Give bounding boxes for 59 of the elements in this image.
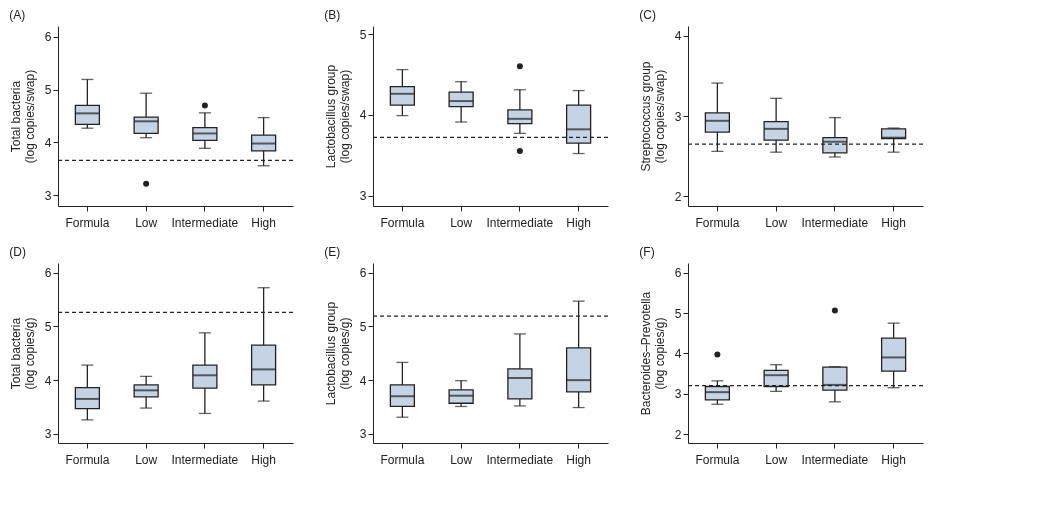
x-tick-label: High (881, 452, 906, 467)
y-tick-label: 3 (674, 109, 682, 124)
x-tick-label: High (881, 215, 906, 230)
y-tick-label: 2 (674, 189, 682, 204)
x-tick-label: Low (135, 452, 158, 467)
y-tick-label: 3 (44, 427, 52, 442)
y-tick-label: 5 (44, 319, 52, 334)
x-tick-label: Low (765, 215, 788, 230)
x-tick-label: Low (450, 452, 473, 467)
x-tick-label: Low (450, 215, 473, 230)
y-axis-title: Total bacteria (log copies/g) (8, 317, 37, 390)
y-tick-label: 4 (359, 108, 367, 123)
y-axis-title: Streptococcus group (log copies/swap) (638, 61, 667, 172)
x-tick-label: High (566, 452, 591, 467)
x-tick-label: High (566, 215, 591, 230)
x-tick-label: Formula (380, 452, 425, 467)
y-tick-label: 2 (674, 427, 682, 442)
x-tick-label: Intermediate (486, 215, 554, 230)
y-tick-label: 4 (674, 29, 682, 44)
x-tick-label: Formula (695, 452, 740, 467)
y-tick-label: 5 (674, 306, 682, 321)
x-tick-label: Intermediate (171, 452, 239, 467)
y-tick-label: 5 (359, 319, 367, 334)
x-tick-label: Low (135, 215, 158, 230)
y-axis-title: Bacteroides–Prevotella (log copies/g) (638, 291, 667, 416)
chart-title: (C) (639, 8, 656, 22)
y-tick-label: 6 (44, 266, 52, 281)
chart-title: (E) (324, 245, 341, 259)
chart-title: (A) (9, 8, 26, 22)
x-tick-label: Intermediate (801, 452, 869, 467)
chart-title: (D) (9, 245, 26, 259)
y-tick-label: 6 (359, 266, 367, 281)
chart-title: (B) (324, 8, 341, 22)
x-tick-label: Intermediate (486, 452, 554, 467)
y-tick-label: 5 (359, 27, 367, 42)
y-tick-label: 4 (359, 373, 367, 388)
y-tick-label: 6 (674, 266, 682, 281)
y-tick-label: 4 (674, 346, 682, 361)
y-tick-label: 6 (44, 30, 52, 45)
y-axis-title: Lactobacillus group (log copies/g) (323, 301, 352, 406)
x-tick-label: Formula (65, 452, 110, 467)
y-tick-label: 3 (359, 189, 367, 204)
x-tick-label: Intermediate (171, 215, 239, 230)
x-tick-label: Intermediate (801, 215, 869, 230)
x-tick-label: High (251, 215, 276, 230)
x-tick-label: Formula (380, 215, 425, 230)
x-tick-label: Low (765, 452, 788, 467)
y-tick-label: 3 (674, 387, 682, 402)
y-tick-label: 3 (359, 427, 367, 442)
chart-title: (F) (639, 245, 655, 259)
y-tick-label: 4 (44, 135, 52, 150)
y-tick-label: 3 (44, 188, 52, 203)
y-axis-title: Lactobacillus group (log copies/swap) (323, 64, 352, 169)
x-tick-label: Formula (65, 215, 110, 230)
x-tick-label: Formula (695, 215, 740, 230)
y-axis-title: Total bacteria (log copies/swap) (8, 69, 37, 164)
x-tick-label: High (251, 452, 276, 467)
y-tick-label: 4 (44, 373, 52, 388)
y-tick-label: 5 (44, 83, 52, 98)
